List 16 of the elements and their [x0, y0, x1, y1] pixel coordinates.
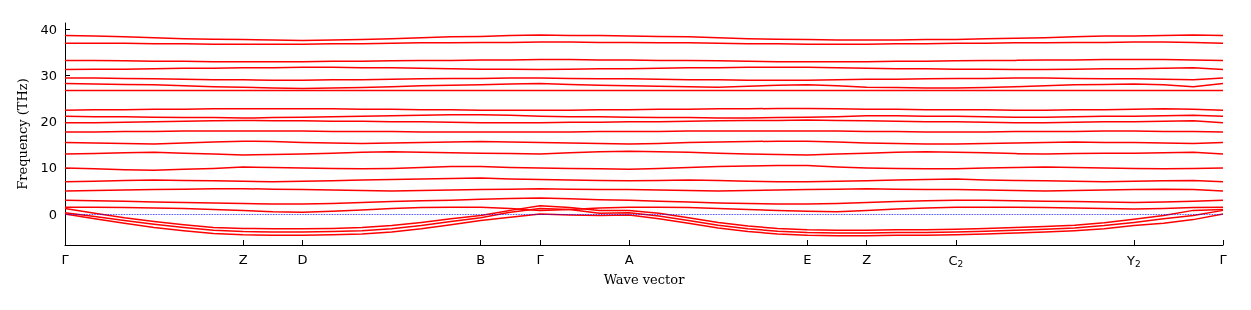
x-tick-label: D — [297, 252, 308, 267]
x-tick-label: A — [624, 252, 634, 267]
x-tick-label: Γ — [1219, 252, 1228, 267]
y-tick-label: 10 — [40, 160, 57, 176]
y-tick-label: 30 — [40, 68, 57, 84]
y-tick-label: 20 — [40, 114, 57, 130]
x-tick-label: Γ — [61, 252, 70, 267]
x-tick-label: Γ — [536, 252, 545, 267]
y-tick-label: 40 — [40, 21, 57, 37]
x-tick-label: Z — [862, 252, 872, 267]
x-axis-title: Wave vector — [603, 272, 686, 287]
x-tick-label: E — [803, 252, 812, 267]
y-tick-label: 0 — [48, 206, 57, 222]
x-tick-label: B — [476, 252, 486, 267]
x-tick-label: Z — [238, 252, 248, 267]
y-axis-title: Frequency (THz) — [15, 78, 30, 190]
